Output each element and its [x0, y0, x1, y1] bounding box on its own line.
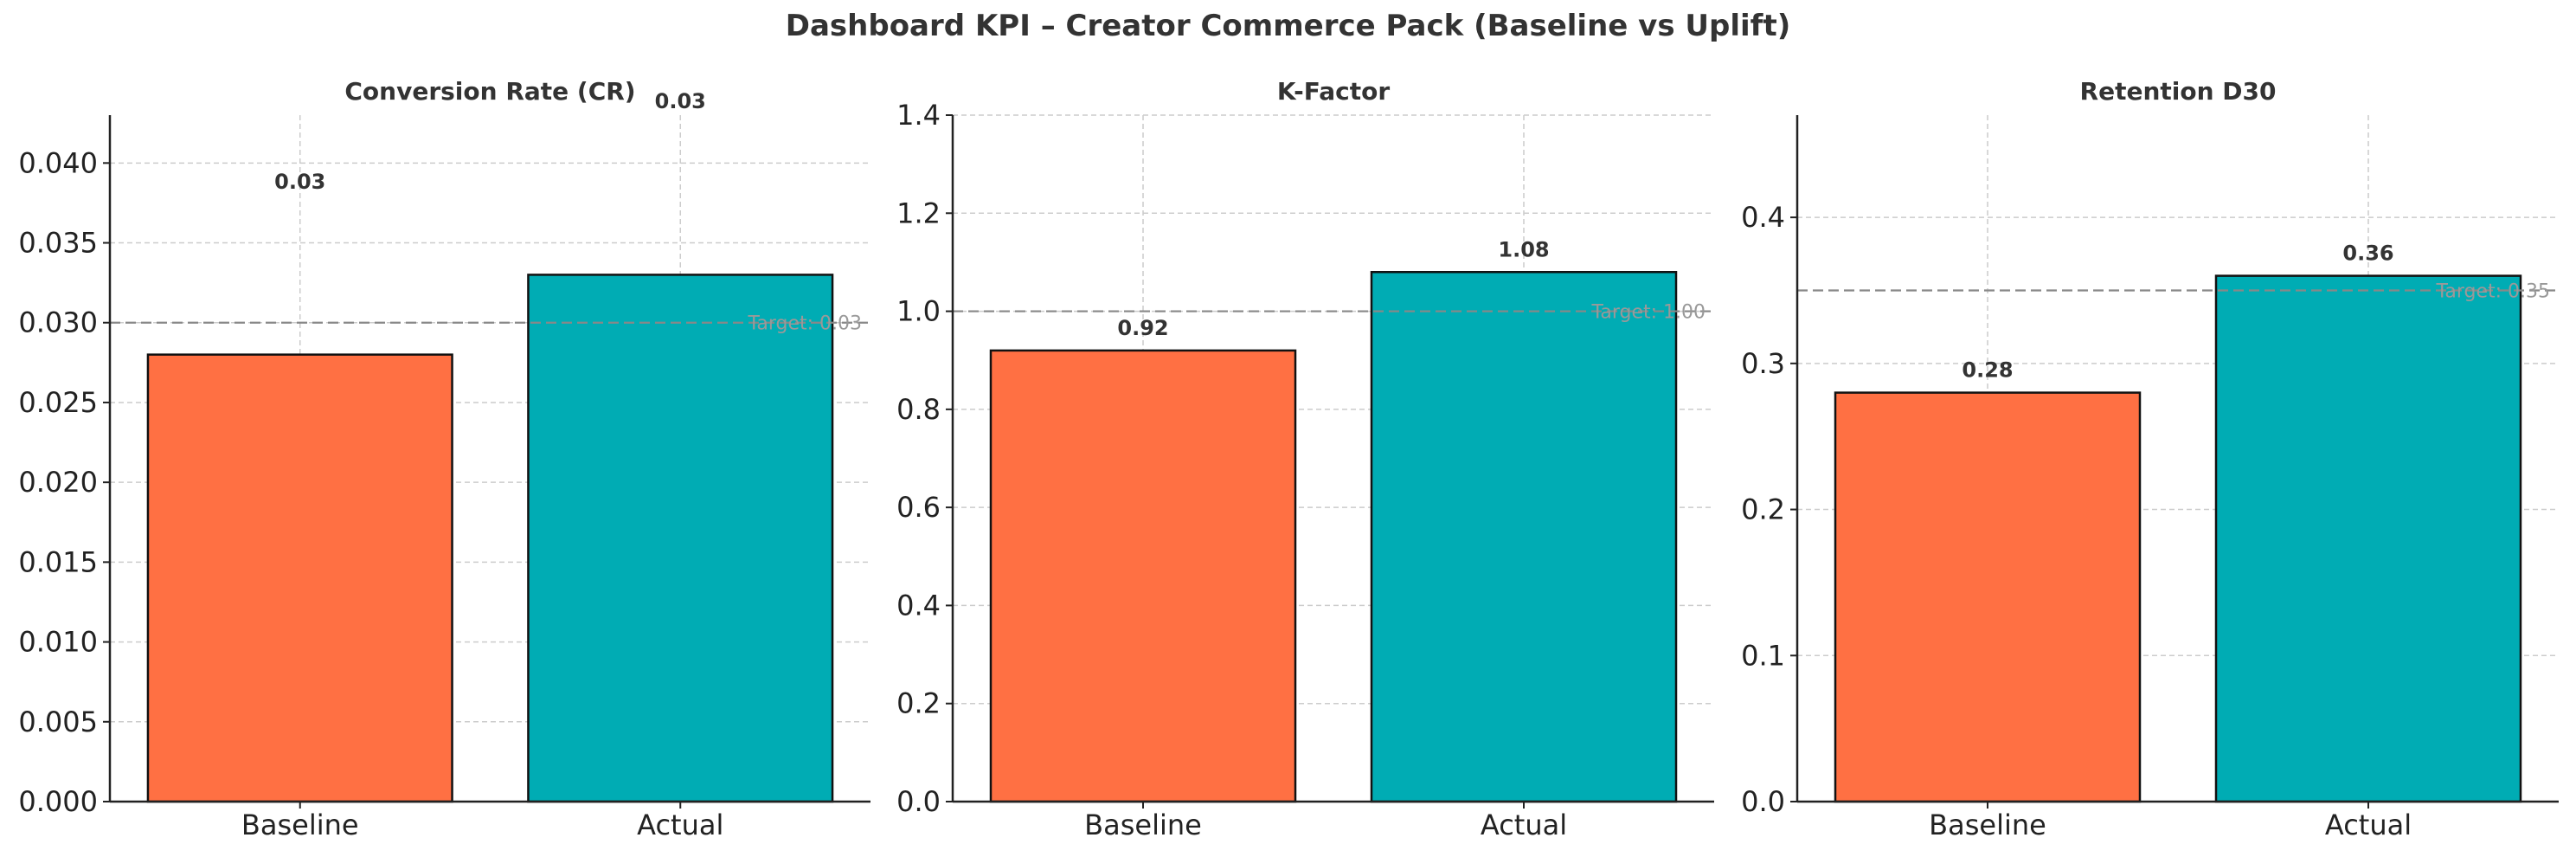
- y-tick-label: 1.2: [896, 197, 941, 229]
- y-tick-label: 0.000: [18, 785, 98, 818]
- bar-actual: [527, 274, 834, 803]
- target-label: Target: 1.00: [1591, 302, 1706, 324]
- y-tick-label: 0.4: [1741, 201, 1785, 234]
- x-tick-label: Baseline: [1929, 809, 2046, 841]
- y-tick-label: 0.6: [896, 491, 941, 524]
- bar-baseline: [1834, 391, 2142, 803]
- figure-title: Dashboard KPI – Creator Commerce Pack (B…: [785, 9, 1791, 43]
- data-label: 0.03: [655, 89, 706, 113]
- y-tick-label: 1.0: [896, 295, 941, 328]
- data-label: 0.03: [274, 170, 325, 194]
- data-label: 0.28: [1962, 358, 2013, 383]
- x-tick-label: Actual: [637, 809, 723, 841]
- chart-panel-2: Target: 1.00 0.92 1.08 0.0 0.2 0.4 0.6 0.8 1.0 1.…: [896, 77, 1714, 841]
- bar-actual: [2214, 274, 2522, 803]
- x-tick-label: Actual: [2325, 809, 2412, 841]
- y-tick-label: 0.015: [18, 545, 98, 578]
- y-tick-label: 0.1: [1741, 639, 1785, 672]
- chart-panel-3: Target: 0.35 0.28 0.36 0.0 0.1 0.2 0.3 0.4 Basel…: [1741, 77, 2559, 841]
- chart-title: Retention D30: [2080, 77, 2277, 106]
- chart-title: Conversion Rate (CR): [344, 77, 635, 106]
- chart-panel-1: Target: 0.03 0.03 0.03 0.000 0.005 0.010 0.015…: [18, 77, 870, 841]
- bar-baseline: [146, 353, 453, 803]
- y-tick-label: 0.030: [18, 306, 98, 339]
- y-tick-label: 0.005: [18, 706, 98, 738]
- x-tick-label: Baseline: [241, 809, 359, 841]
- data-label: 0.92: [1117, 316, 1168, 340]
- y-tick-label: 0.0: [1741, 785, 1785, 818]
- y-tick-label: 0.035: [18, 227, 98, 260]
- target-label: Target: 0.03: [748, 313, 862, 335]
- y-tick-label: 0.4: [896, 589, 941, 622]
- data-label: 0.36: [2342, 242, 2393, 266]
- y-tick-label: 0.2: [1741, 493, 1785, 526]
- y-tick-label: 0.010: [18, 626, 98, 659]
- y-tick-label: 0.8: [896, 393, 941, 426]
- y-tick-label: 0.020: [18, 466, 98, 499]
- data-label: 1.08: [1498, 237, 1549, 261]
- x-tick-label: Baseline: [1084, 809, 1202, 841]
- y-tick-label: 0.0: [896, 785, 941, 818]
- target-label: Target: 0.35: [2436, 280, 2550, 302]
- y-tick-label: 0.040: [18, 146, 98, 179]
- chart-title: K-Factor: [1277, 77, 1390, 106]
- y-tick-label: 0.2: [896, 687, 941, 720]
- bar-baseline: [989, 349, 1297, 803]
- x-tick-label: Actual: [1481, 809, 1567, 841]
- bar-actual: [1370, 271, 1678, 803]
- y-tick-label: 0.3: [1741, 347, 1785, 380]
- y-tick-label: 1.4: [896, 99, 941, 132]
- y-tick-label: 0.025: [18, 386, 98, 419]
